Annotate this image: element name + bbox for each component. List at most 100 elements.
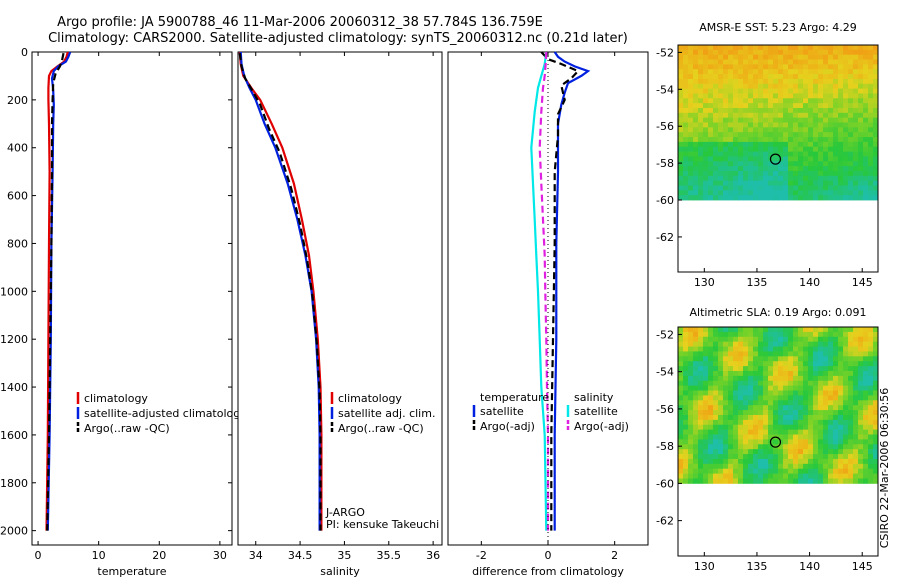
heatmap-cell xyxy=(848,434,854,440)
heatmap-cell xyxy=(848,346,854,352)
heatmap-cell xyxy=(728,69,734,75)
heatmap-cell xyxy=(873,375,879,382)
heatmap-cell xyxy=(733,424,739,431)
heatmap-cell xyxy=(738,54,744,60)
heatmap-cell xyxy=(723,410,729,416)
heatmap-cell xyxy=(833,59,839,65)
heatmap-cell xyxy=(723,195,729,201)
heatmap-cell xyxy=(703,185,709,191)
heatmap-cell xyxy=(803,161,809,167)
heatmap-cell xyxy=(818,336,824,343)
heatmap-cell xyxy=(853,351,859,357)
legend-label: Argo(..raw -QC) xyxy=(84,422,170,435)
heatmap-cell xyxy=(828,395,834,401)
heatmap-cell xyxy=(728,429,734,435)
heatmap-cell xyxy=(828,400,834,406)
heatmap-cell xyxy=(733,59,739,65)
heatmap-cell xyxy=(823,132,829,138)
heatmap-cell xyxy=(678,478,684,484)
heatmap-cell xyxy=(793,151,799,157)
heatmap-cell xyxy=(768,429,774,435)
heatmap-cell xyxy=(733,170,739,177)
heatmap-cell xyxy=(718,88,724,94)
heatmap-cell xyxy=(808,93,814,99)
heatmap-cell xyxy=(823,458,829,465)
heatmap-cell xyxy=(853,161,859,167)
heatmap-cell xyxy=(798,400,804,406)
heatmap-cell xyxy=(873,45,879,51)
heatmap-cell xyxy=(763,341,769,347)
heatmap-cell xyxy=(873,112,879,119)
x-tick-label: 10 xyxy=(92,549,106,562)
heatmap-cell xyxy=(743,458,749,465)
heatmap-cell xyxy=(708,405,714,411)
heatmap-cell xyxy=(798,380,804,387)
heatmap-cell xyxy=(833,185,839,191)
heatmap-cell xyxy=(698,74,704,80)
heatmap-cell xyxy=(743,132,749,138)
heatmap-cell xyxy=(678,463,684,470)
heatmap-cell xyxy=(713,103,719,109)
heatmap-cell xyxy=(808,185,814,191)
heatmap-cell xyxy=(873,449,879,455)
heatmap-cell xyxy=(743,69,749,75)
heatmap-cell xyxy=(703,395,709,401)
heatmap-cell xyxy=(823,64,829,70)
heatmap-cell xyxy=(738,444,744,450)
heatmap-cell xyxy=(688,375,694,382)
heatmap-cell xyxy=(798,444,804,450)
heatmap-cell xyxy=(743,346,749,352)
heatmap-cell xyxy=(853,327,859,333)
heatmap-cell xyxy=(858,64,864,70)
heatmap-cell xyxy=(853,444,859,450)
x-tick-label: 145 xyxy=(852,276,873,289)
heatmap-cell xyxy=(848,478,854,484)
heatmap-cell xyxy=(678,405,684,411)
heatmap-cell xyxy=(843,190,849,196)
heatmap-cell xyxy=(863,175,869,182)
heatmap-cell xyxy=(833,473,839,479)
heatmap-cell xyxy=(743,64,749,70)
heatmap-cell xyxy=(708,410,714,416)
heatmap-cell xyxy=(708,137,714,143)
heatmap-cell xyxy=(698,370,704,377)
heatmap-cell xyxy=(838,74,844,80)
heatmap-cell xyxy=(788,69,794,75)
heatmap-cell xyxy=(733,146,739,152)
heatmap-cell xyxy=(753,356,759,362)
heatmap-cell xyxy=(778,327,784,333)
x-tick-label: 35 xyxy=(337,549,351,562)
heatmap-cell xyxy=(693,356,699,362)
heatmap-cell xyxy=(808,69,814,75)
heatmap-cell xyxy=(808,429,814,435)
heatmap-cell xyxy=(788,93,794,99)
heatmap-cell xyxy=(813,132,819,138)
heatmap-cell xyxy=(738,190,744,196)
heatmap-cell xyxy=(843,351,849,357)
heatmap-cell xyxy=(738,375,744,382)
heatmap-cell xyxy=(833,195,839,201)
heatmap-cell xyxy=(833,190,839,196)
heatmap-cell xyxy=(688,405,694,411)
heatmap-cell xyxy=(733,141,739,148)
heatmap-cell xyxy=(728,185,734,191)
heatmap-cell xyxy=(838,361,844,367)
heatmap-cell xyxy=(853,434,859,440)
heatmap-cell xyxy=(698,195,704,201)
heatmap-cell xyxy=(838,112,844,119)
heatmap-cell xyxy=(763,380,769,387)
heatmap-cell xyxy=(848,405,854,411)
heatmap-cell xyxy=(838,195,844,201)
heatmap-cell xyxy=(723,180,729,186)
heatmap-cell xyxy=(718,137,724,143)
heatmap-cell xyxy=(743,117,749,123)
heatmap-cell xyxy=(748,331,754,338)
heatmap-cell xyxy=(858,463,864,470)
heatmap-cell xyxy=(688,395,694,401)
heatmap-cell xyxy=(838,366,844,372)
heatmap-cell xyxy=(768,336,774,343)
heatmap-cell xyxy=(708,454,714,460)
heatmap-cell xyxy=(783,190,789,196)
heatmap-cell xyxy=(768,190,774,196)
heatmap-cell xyxy=(748,380,754,387)
